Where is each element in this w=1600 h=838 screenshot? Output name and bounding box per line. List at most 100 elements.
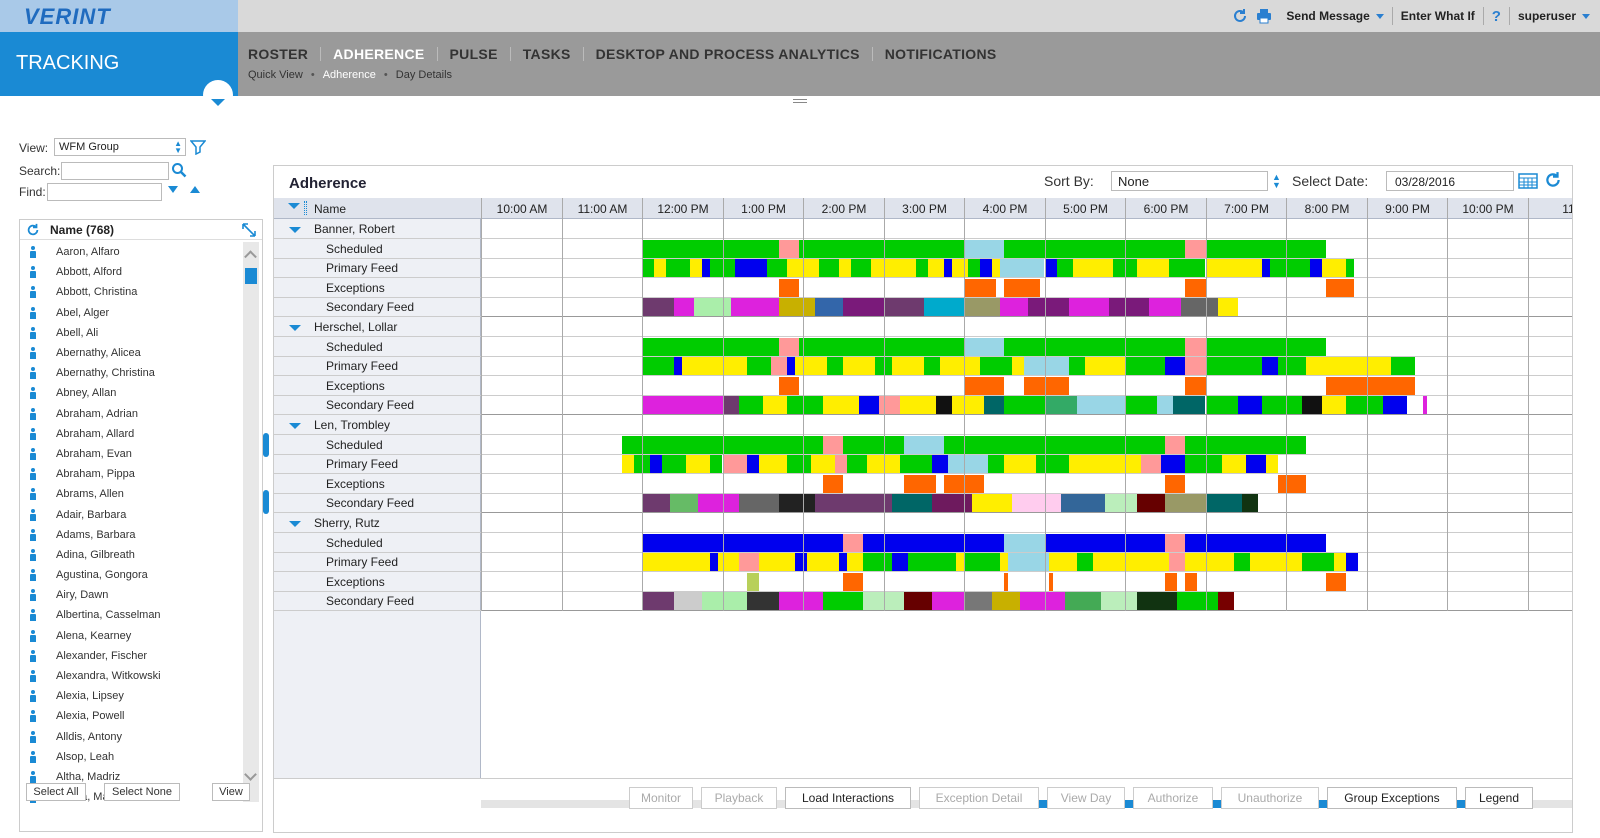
- agent-group-row[interactable]: Herschel, Lollar: [274, 317, 481, 337]
- collapse-icon[interactable]: [289, 325, 301, 331]
- activity-segment[interactable]: [1092, 553, 1170, 572]
- select-all-button[interactable]: Select All: [26, 783, 86, 801]
- activity-segment[interactable]: [1217, 592, 1234, 611]
- activity-segment[interactable]: [1177, 592, 1218, 611]
- activity-segment[interactable]: [682, 357, 747, 376]
- activity-segment[interactable]: [988, 455, 1005, 474]
- list-item[interactable]: Abney, Allan: [20, 383, 242, 403]
- chevron-down-icon[interactable]: [1582, 13, 1590, 19]
- activity-segment[interactable]: [778, 278, 799, 297]
- activity-segment[interactable]: [1185, 239, 1206, 258]
- activity-segment[interactable]: [1044, 533, 1166, 552]
- activity-segment[interactable]: [847, 553, 864, 572]
- activity-segment[interactable]: [972, 494, 1013, 513]
- activity-segment[interactable]: [738, 553, 759, 572]
- activity-segment[interactable]: [819, 259, 840, 278]
- activity-segment[interactable]: [915, 259, 928, 278]
- activity-segment[interactable]: [786, 455, 812, 474]
- group-exceptions-button[interactable]: Group Exceptions: [1327, 787, 1457, 809]
- activity-segment[interactable]: [734, 259, 767, 278]
- activity-segment[interactable]: [992, 592, 1021, 611]
- activity-segment[interactable]: [758, 553, 795, 572]
- list-item[interactable]: Abraham, Adrian: [20, 404, 242, 424]
- activity-segment[interactable]: [1205, 337, 1327, 356]
- activity-segment[interactable]: [666, 259, 691, 278]
- list-item[interactable]: Altha, Madriz: [20, 767, 242, 787]
- activity-segment[interactable]: [1000, 259, 1045, 278]
- enter-what-if-button[interactable]: Enter What If: [1400, 9, 1475, 23]
- activity-segment[interactable]: [1076, 396, 1125, 415]
- activity-segment[interactable]: [698, 494, 739, 513]
- activity-segment[interactable]: [939, 357, 981, 376]
- activity-segment[interactable]: [1277, 474, 1307, 493]
- activity-segment[interactable]: [730, 298, 779, 317]
- activity-segment[interactable]: [1076, 553, 1093, 572]
- activity-segment[interactable]: [1233, 553, 1250, 572]
- activity-segment[interactable]: [1245, 455, 1266, 474]
- find-input[interactable]: [47, 183, 162, 201]
- activity-segment[interactable]: [1326, 572, 1347, 591]
- activity-segment[interactable]: [843, 572, 864, 591]
- activity-segment[interactable]: [931, 455, 948, 474]
- activity-segment[interactable]: [964, 239, 1005, 258]
- activity-segment[interactable]: [1269, 259, 1311, 278]
- activity-segment[interactable]: [674, 592, 703, 611]
- monitor-button[interactable]: Monitor: [629, 787, 693, 809]
- activity-segment[interactable]: [1249, 553, 1303, 572]
- activity-segment[interactable]: [823, 435, 844, 454]
- activity-segment[interactable]: [980, 357, 1013, 376]
- activity-segment[interactable]: [1306, 357, 1391, 376]
- activity-segment[interactable]: [1004, 239, 1186, 258]
- activity-segment[interactable]: [1217, 298, 1238, 317]
- find-next-icon[interactable]: [168, 186, 178, 193]
- activity-segment[interactable]: [867, 455, 900, 474]
- activity-segment[interactable]: [786, 396, 824, 415]
- activity-segment[interactable]: [1334, 553, 1347, 572]
- agent-group-row[interactable]: Banner, Robert: [274, 219, 481, 239]
- tab-notifications[interactable]: NOTIFICATIONS: [884, 46, 997, 62]
- chevron-up-icon[interactable]: [244, 250, 257, 264]
- activity-segment[interactable]: [1185, 278, 1206, 297]
- list-item[interactable]: Airy, Dawn: [20, 585, 242, 605]
- list-item[interactable]: Alexandra, Witkowski: [20, 666, 242, 686]
- activity-segment[interactable]: [1261, 396, 1303, 415]
- activity-segment[interactable]: [964, 592, 993, 611]
- tab-pulse[interactable]: PULSE: [449, 46, 498, 62]
- activity-segment[interactable]: [621, 455, 634, 474]
- activity-segment[interactable]: [1322, 396, 1347, 415]
- activity-segment[interactable]: [891, 553, 908, 572]
- activity-segment[interactable]: [1165, 435, 1186, 454]
- playback-button[interactable]: Playback: [701, 787, 777, 809]
- list-item[interactable]: Abraham, Allard: [20, 424, 242, 444]
- list-item[interactable]: Abraham, Pippa: [20, 464, 242, 484]
- activity-segment[interactable]: [1064, 592, 1101, 611]
- activity-segment[interactable]: [1346, 553, 1359, 572]
- activity-segment[interactable]: [738, 494, 779, 513]
- activity-segment[interactable]: [955, 553, 964, 572]
- list-item[interactable]: Albertina, Casselman: [20, 605, 242, 625]
- activity-segment[interactable]: [927, 259, 944, 278]
- activity-segment[interactable]: [943, 259, 952, 278]
- activity-segment[interactable]: [1310, 259, 1323, 278]
- activity-segment[interactable]: [1302, 553, 1335, 572]
- activity-segment[interactable]: [1137, 494, 1166, 513]
- activity-segment[interactable]: [1346, 396, 1383, 415]
- send-message-button[interactable]: Send Message: [1286, 9, 1370, 23]
- date-input[interactable]: 03/28/2016: [1386, 171, 1514, 191]
- activity-segment[interactable]: [778, 376, 799, 395]
- user-menu[interactable]: superuser: [1517, 9, 1576, 23]
- activity-segment[interactable]: [1072, 259, 1113, 278]
- activity-segment[interactable]: [1137, 259, 1170, 278]
- activity-segment[interactable]: [1137, 592, 1178, 611]
- view-button[interactable]: View: [212, 783, 250, 801]
- activity-segment[interactable]: [1068, 455, 1142, 474]
- spinner-icon[interactable]: ▲ ▼: [1272, 172, 1281, 190]
- activity-segment[interactable]: [633, 455, 651, 474]
- activity-segment[interactable]: [1141, 455, 1162, 474]
- chevron-down-icon[interactable]: [211, 99, 225, 106]
- activity-segment[interactable]: [778, 239, 799, 258]
- activity-segment[interactable]: [722, 455, 747, 474]
- refresh-icon[interactable]: [1232, 8, 1248, 24]
- activity-segment[interactable]: [1205, 494, 1242, 513]
- scroll-thumb[interactable]: [245, 268, 257, 284]
